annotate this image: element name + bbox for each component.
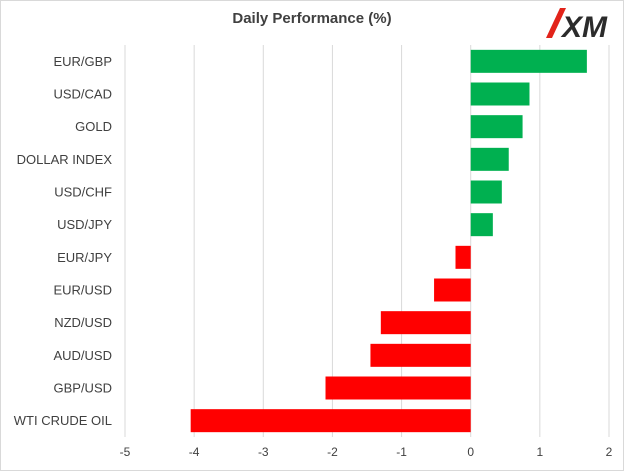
bar-usd-chf xyxy=(470,180,502,204)
category-label: GOLD xyxy=(75,119,112,134)
category-label: USD/CHF xyxy=(54,185,112,200)
bar-gold xyxy=(470,115,523,139)
x-tick-label: 0 xyxy=(467,445,474,459)
x-tick-label: -2 xyxy=(327,445,338,459)
bar-dollar-index xyxy=(470,147,509,171)
x-tick-label: -4 xyxy=(189,445,200,459)
category-label: EUR/JPY xyxy=(57,250,112,265)
bar-eur-jpy xyxy=(455,245,471,269)
category-label: EUR/USD xyxy=(53,283,112,298)
category-label: USD/CAD xyxy=(53,87,112,102)
bar-wti-crude-oil xyxy=(190,409,471,433)
category-label: GBP/USD xyxy=(53,381,112,396)
bar-eur-usd xyxy=(434,278,471,302)
x-tick-label: 2 xyxy=(606,445,613,459)
x-tick-label: -5 xyxy=(120,445,131,459)
bar-aud-usd xyxy=(370,343,471,367)
svg-text:XM: XM xyxy=(560,11,608,44)
bar-usd-cad xyxy=(470,82,530,106)
bar-gbp-usd xyxy=(325,376,471,400)
chart-title: Daily Performance (%) xyxy=(232,10,392,27)
category-label: USD/JPY xyxy=(57,217,112,232)
category-label: AUD/USD xyxy=(53,348,112,363)
x-tick-label: -1 xyxy=(396,445,407,459)
x-tick-label: 1 xyxy=(537,445,544,459)
bar-usd-jpy xyxy=(470,213,493,237)
category-label: NZD/USD xyxy=(54,315,112,330)
category-label: EUR/GBP xyxy=(53,54,112,69)
bar-eur-gbp xyxy=(470,49,587,73)
bar-nzd-usd xyxy=(380,311,471,335)
x-tick-label: -3 xyxy=(258,445,269,459)
xm-logo: XM xyxy=(546,8,608,44)
category-label: WTI CRUDE OIL xyxy=(14,413,112,428)
category-label: DOLLAR INDEX xyxy=(17,152,113,167)
